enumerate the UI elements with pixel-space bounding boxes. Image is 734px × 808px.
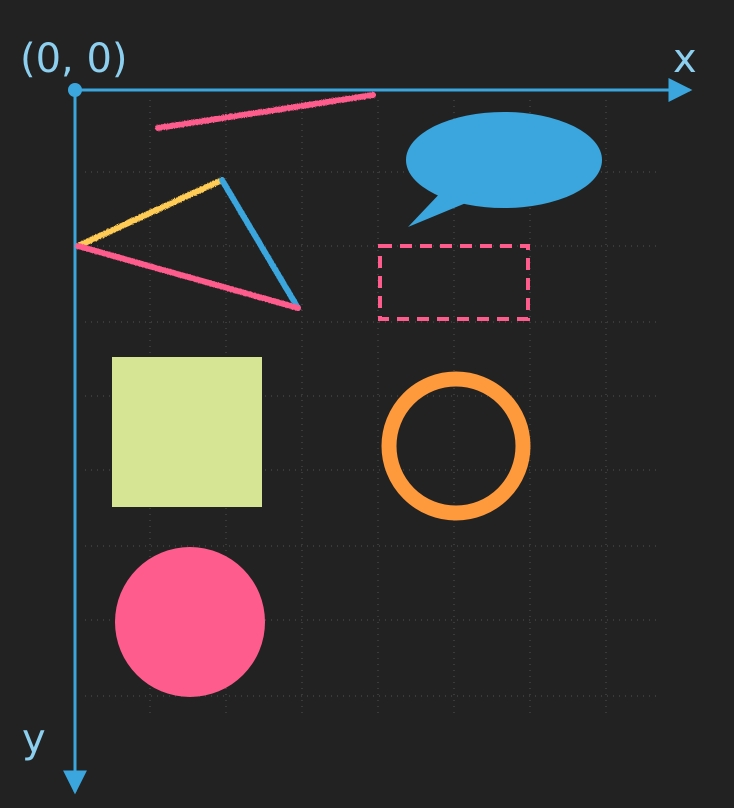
speech-bubble-tail: [408, 188, 478, 227]
triangle-edge-pink: [75, 243, 301, 311]
origin-point: [68, 83, 82, 97]
triangle-edge-blue: [219, 177, 301, 311]
origin-label: (0, 0): [20, 36, 128, 82]
axes: (0, 0) x y: [20, 36, 697, 795]
pencil-line: [155, 92, 376, 131]
x-axis-label: x: [673, 36, 697, 82]
orange-ring: [381, 371, 531, 521]
speech-bubble-body: [406, 112, 602, 208]
lime-square: [112, 357, 262, 507]
y-axis-label: y: [22, 716, 46, 762]
pink-disc: [115, 547, 265, 697]
triangle-edge-yellow: [75, 177, 225, 249]
chalk-triangle: [75, 177, 301, 311]
dashed-rectangle: [378, 244, 530, 321]
speech-bubble: [406, 112, 602, 227]
